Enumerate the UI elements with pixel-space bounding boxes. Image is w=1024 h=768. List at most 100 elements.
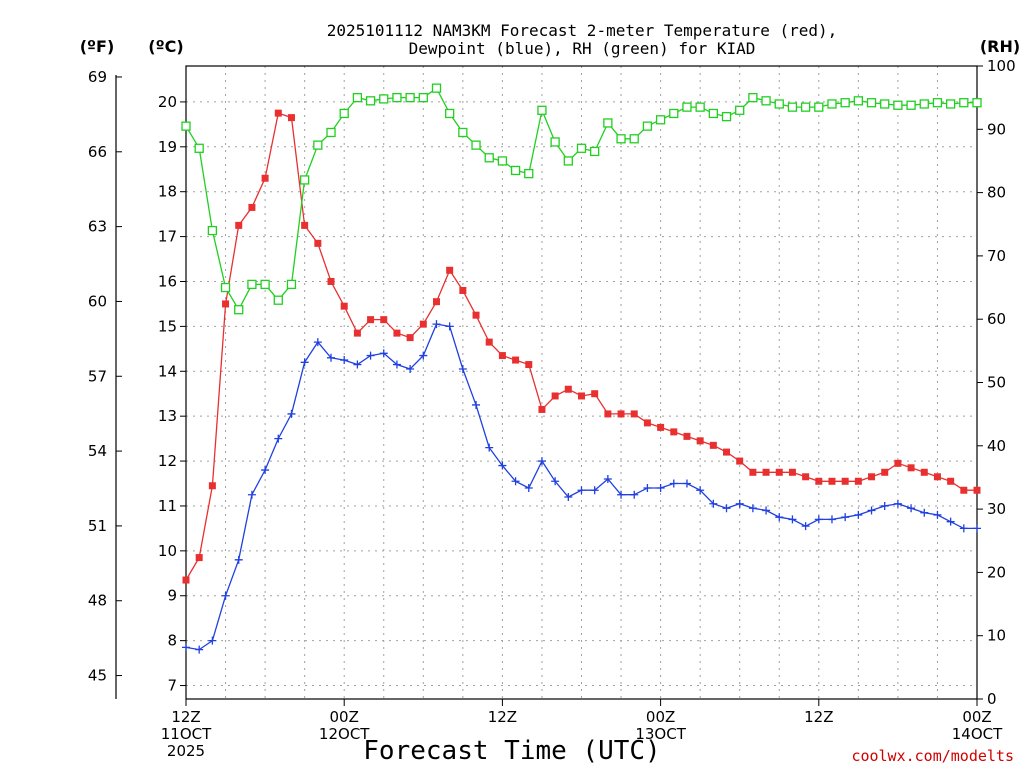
dewpoint-point [775,513,784,522]
fahrenheit-tick-label: 63 [88,218,107,236]
celsius-tick-label: 11 [158,497,177,515]
rh-point [299,175,310,185]
rh-point [365,96,376,106]
temperature-point [933,473,941,481]
x-tick-label: 2025 [167,742,205,760]
x-tick-label: 14OCT [952,725,1003,743]
dewpoint-point [722,504,731,513]
fahrenheit-tick-label: 60 [88,292,107,310]
rh-point [207,225,218,236]
rh-tick-label: 20 [987,563,1006,581]
rh-point [392,93,402,103]
rh-point [655,115,666,125]
temperature-point [709,441,717,449]
temperature-point [301,221,309,229]
temperature-point [353,329,361,337]
rh-point [405,93,415,103]
dewpoint-point [643,484,652,492]
dewpoint-point [472,400,481,409]
temperature-point [327,277,335,285]
dewpoint-point [458,365,467,374]
rh-point [840,98,850,108]
rh-tick-label: 40 [987,437,1006,455]
rh-tick-label: 30 [987,500,1006,518]
temperature-point [960,486,968,494]
dewpoint-point [735,499,744,508]
credit-text: coolwx.com/modelts [851,747,1014,765]
dewpoint-point [920,508,929,517]
temperature-point [868,473,876,481]
rh-tick-label: 90 [987,120,1006,138]
rh-point [537,105,547,115]
temperature-point [248,203,256,211]
axes [115,65,983,706]
dewpoint-point [959,524,968,533]
temperature-point [604,410,612,418]
celsius-tick-label: 18 [158,183,177,201]
rh-point [853,96,863,106]
temperature-point [683,432,691,440]
dewpoint-point [327,353,336,362]
dewpoint-point [353,360,362,369]
rh-tick-label: 10 [987,627,1006,645]
rh-unit-label: (RH) [980,37,1020,56]
rh-point [590,146,600,157]
rh-point [524,168,534,179]
dewpoint-point [392,360,401,369]
fahrenheit-tick-label: 48 [88,592,107,610]
temperature-point [907,464,915,472]
rh-point [629,134,639,144]
rh-tick-label: 0 [987,690,997,708]
temperature-point [485,338,493,346]
dewpoint-point [893,499,902,508]
rh-tick-label: 60 [987,310,1006,328]
temperature-point [512,356,520,364]
rh-point [339,108,349,119]
dewpoint-point [485,443,494,452]
temperature-point [973,486,981,494]
rh-point [418,93,428,103]
dewpoint-point [841,513,850,522]
rh-point [972,98,982,108]
celsius-tick-label: 14 [158,362,177,380]
rh-point [695,102,705,112]
temperature-point [775,468,783,476]
dewpoint-point [287,409,296,418]
rh-point [234,305,244,315]
dewpoint-point [445,322,454,331]
series-layer [181,83,982,654]
temperature-point [446,266,454,274]
temperature-point [195,554,203,562]
dewpoint-point [340,356,349,365]
dewpoint-point [590,486,599,495]
dewpoint-point [682,479,691,488]
rh-point [761,96,771,106]
rh-point [932,98,943,108]
temperature-point [920,468,928,476]
temperature-point [828,477,836,485]
temperature-point [432,298,440,306]
temperature-point [472,311,480,319]
dewpoint-point [814,515,823,524]
temperature-point [762,468,770,476]
rh-point [445,108,455,119]
dewpoint-point [854,510,863,519]
rh-point [893,100,903,110]
temperature-point [393,329,401,337]
rh-point [273,295,283,305]
rh-point [352,93,363,103]
chart-title-line2: Dewpoint (blue), RH (green) for KIAD [409,39,756,58]
dewpoint-point [827,515,836,524]
dewpoint-point [208,636,217,645]
dewpoint-point [313,338,322,347]
fahrenheit-tick-label: 54 [88,442,107,460]
temperature-point [538,405,546,413]
rh-point [827,99,837,109]
temperature-point [723,448,731,456]
rh-point [682,102,692,112]
rh-point [286,279,297,290]
rh-point [220,282,231,293]
temperature-point [525,361,533,369]
dewpoint-point [182,643,190,652]
